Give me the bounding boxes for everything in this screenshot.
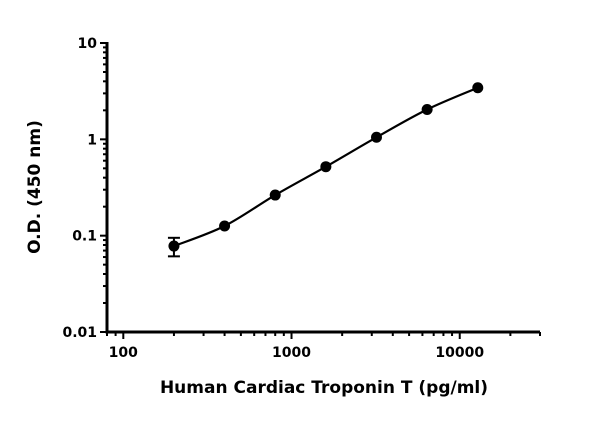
y-axis-label: O.D. (450 nm) [25,120,45,254]
data-point [168,240,180,252]
data-point [421,104,433,116]
y-tick-label: 0.1 [72,229,97,245]
data-point [472,82,484,94]
x-tick-label: 100 [109,345,138,361]
data-points [167,82,484,258]
axes: 0.01 0.1 1 10 100 1000 10000 [62,36,541,361]
x-axis-label: Human Cardiac Troponin T (pg/ml) [160,378,488,398]
x-tick-label: 1000 [272,345,311,361]
data-point [320,161,332,173]
data-point [269,189,281,201]
x-tick-label: 10000 [435,345,484,361]
data-point [219,220,231,232]
data-point [370,131,382,143]
y-tick-label: 1 [87,132,97,148]
y-tick-label: 0.01 [62,325,97,341]
y-tick-label: 10 [78,36,98,52]
